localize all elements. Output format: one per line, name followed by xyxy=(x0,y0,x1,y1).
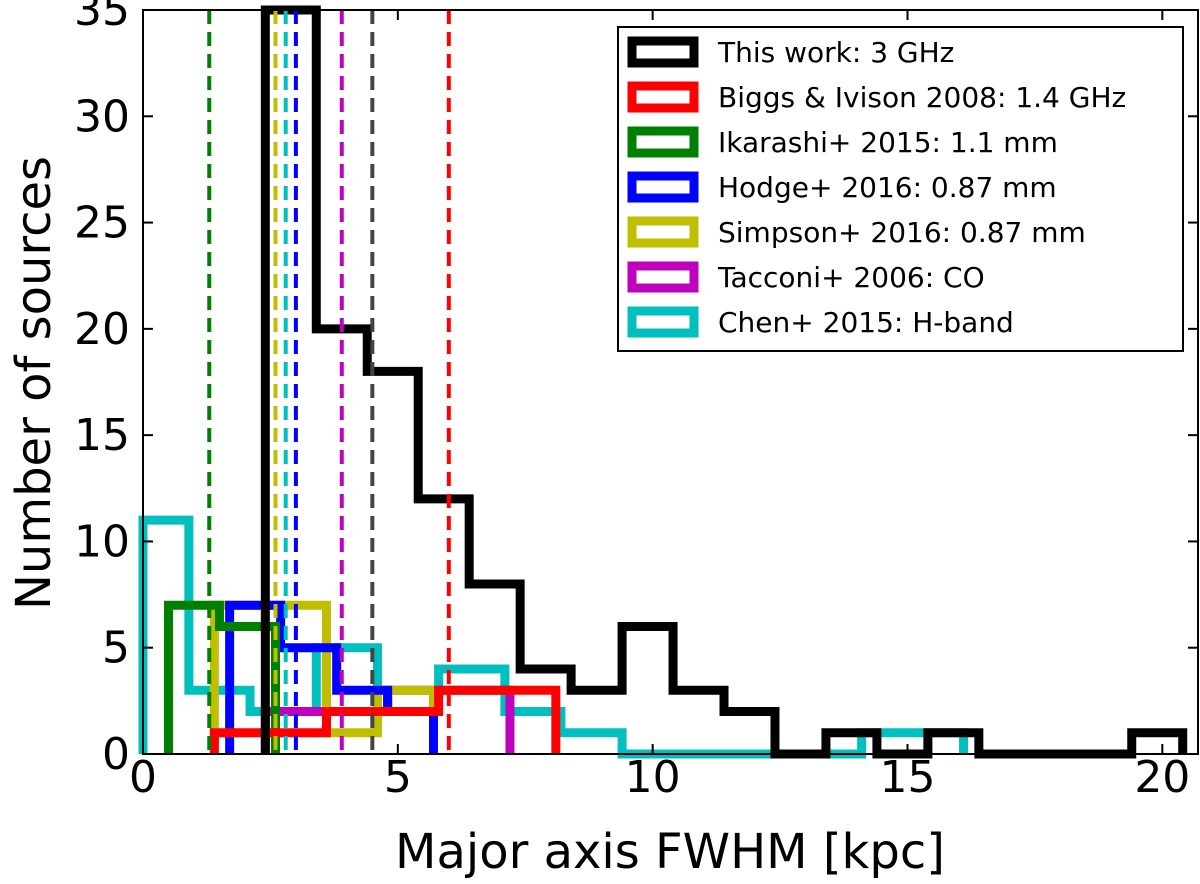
legend-entry-label: This work: 3 GHz xyxy=(717,36,954,69)
y-tick-label: 5 xyxy=(102,623,130,674)
legend-swatch xyxy=(627,261,699,293)
y-tick-label: 10 xyxy=(74,516,130,567)
legend-entry-label: Simpson+ 2016: 0.87 mm xyxy=(718,216,1086,249)
y-tick-label: 20 xyxy=(74,304,130,355)
x-axis-label: Major axis FWHM [kpc] xyxy=(395,824,945,880)
legend-swatch xyxy=(627,216,699,248)
histogram-series-2 xyxy=(163,600,281,754)
x-tick-label: 5 xyxy=(384,752,412,803)
legend-entry-label: Chen+ 2015: H-band xyxy=(718,306,1014,339)
ticks-layer: 0 5 10 15 20 0 5 10 15 20 25 30 35 xyxy=(74,0,1198,803)
y-tick-label: 30 xyxy=(74,91,130,142)
legend-entry-label: Hodge+ 2016: 0.87 mm xyxy=(718,171,1057,204)
y-tick-label: 25 xyxy=(74,198,130,249)
legend-entry-label: Tacconi+ 2006: CO xyxy=(717,261,985,294)
legend-swatch xyxy=(627,306,699,338)
legend: This work: 3 GHz Biggs & Ivison 2008: 1.4… xyxy=(617,26,1184,352)
legend-entry-label: Ikarashi+ 2015: 1.1 mm xyxy=(718,126,1058,159)
y-tick-label: 15 xyxy=(74,410,130,461)
legend-swatch xyxy=(627,36,699,68)
x-tick-label: 15 xyxy=(879,752,935,803)
y-tick-label: 35 xyxy=(74,0,130,36)
plot-frame xyxy=(142,9,1199,755)
x-tick-label: 0 xyxy=(129,752,157,803)
y-tick-label: 0 xyxy=(102,729,130,780)
median-lines-layer xyxy=(207,10,451,754)
legend-swatch xyxy=(627,126,699,158)
legend-swatch xyxy=(627,81,699,113)
legend-swatch xyxy=(627,171,699,203)
y-axis-label: Number of sources xyxy=(6,156,62,610)
legend-box xyxy=(617,26,1184,352)
x-tick-label: 20 xyxy=(1134,752,1190,803)
histogram-series-1 xyxy=(209,685,561,754)
legend-entry-label: Biggs & Ivison 2008: 1.4 GHz xyxy=(718,81,1126,114)
x-tick-label: 10 xyxy=(625,752,681,803)
